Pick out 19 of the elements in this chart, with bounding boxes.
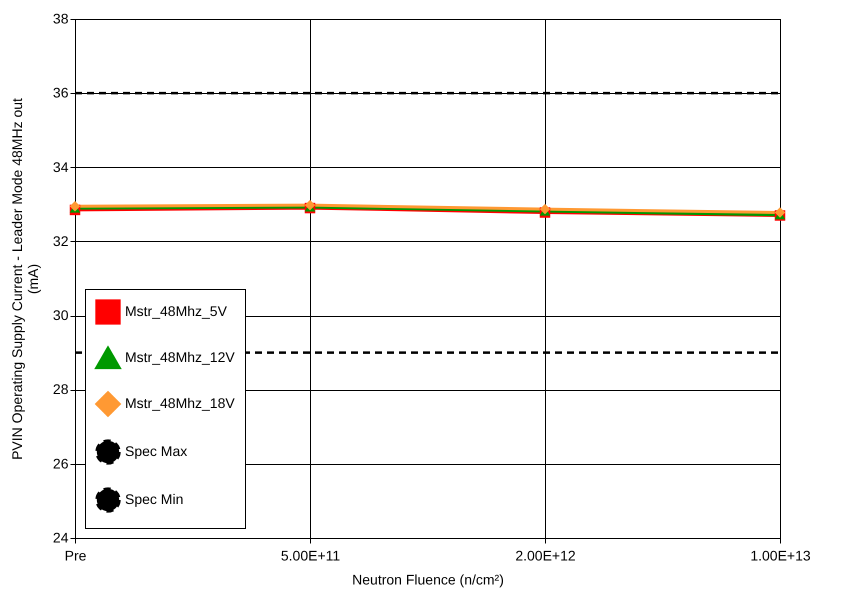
x-tick-label: 1.00E+13 (750, 548, 811, 564)
legend-label: Spec Min (125, 491, 184, 507)
legend-label: Spec Max (125, 443, 188, 459)
legend-label: Mstr_48Mhz_5V (125, 303, 228, 319)
y-tick-label: 34 (52, 158, 69, 175)
y-tick-label: 26 (52, 455, 69, 472)
y-tick-label: 28 (52, 381, 69, 398)
x-tick-label: 2.00E+12 (515, 548, 576, 564)
y-tick-label: 32 (52, 232, 69, 249)
legend-label: Mstr_48Mhz_12V (125, 349, 236, 365)
x-tick-label: Pre (64, 548, 87, 564)
y-tick-label: 30 (52, 307, 69, 324)
x-axis-title: Neutron Fluence (n/cm²) (352, 572, 504, 588)
legend-label: Mstr_48Mhz_18V (125, 395, 236, 411)
x-tick-label: 5.00E+11 (280, 548, 340, 564)
y-axis-title: PVIN Operating Supply Current - Leader Mode 48MHz out (mA) (8, 98, 41, 460)
y-tick-label: 24 (52, 530, 69, 546)
y-tick-label: 38 (52, 10, 69, 26)
y-tick-label: 36 (52, 84, 69, 101)
